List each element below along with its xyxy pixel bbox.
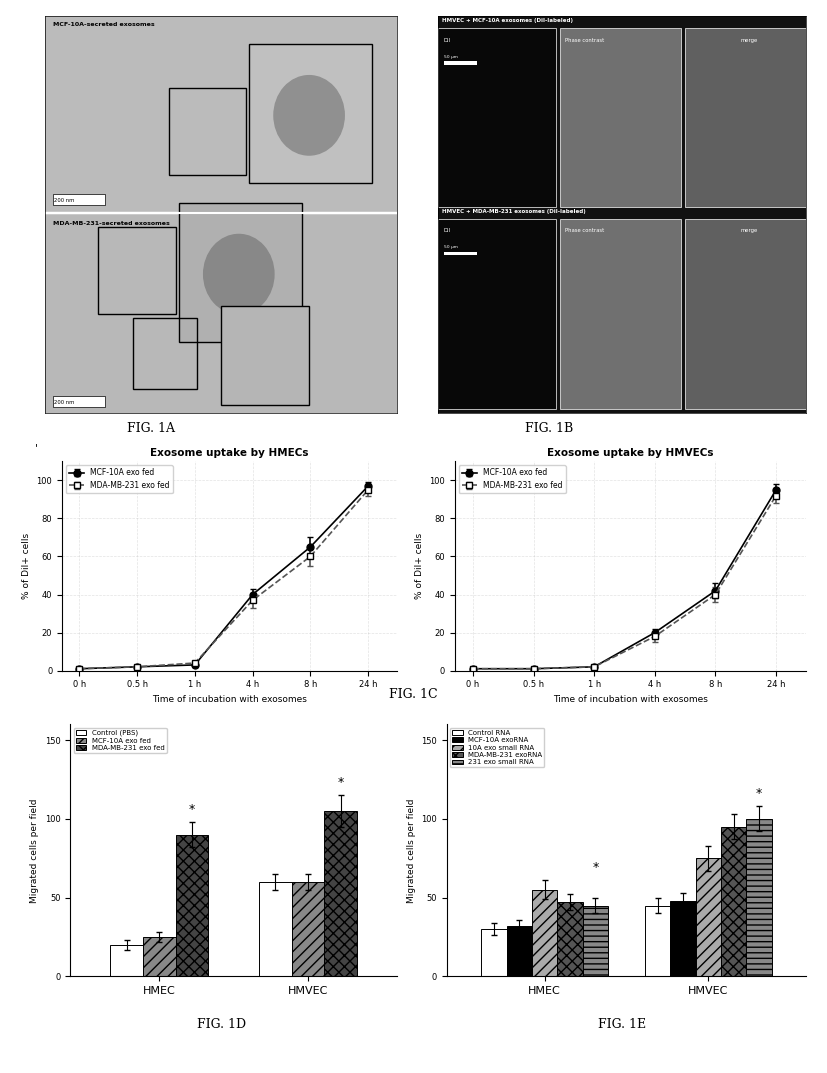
Bar [645,906,670,976]
Bar [507,926,532,976]
Bar [259,882,292,976]
Text: FIG. 1C: FIG. 1C [390,688,437,702]
Bar [746,819,772,976]
X-axis label: Time of incubation with exosomes: Time of incubation with exosomes [553,695,708,704]
Bar [560,28,681,207]
Bar [324,811,357,976]
Y-axis label: % of DiI+ cells: % of DiI+ cells [22,533,31,599]
Bar [438,219,556,409]
Text: MDA-MB-231-secreted exosomes: MDA-MB-231-secreted exosomes [53,221,170,225]
X-axis label: Time of incubation with exosomes: Time of incubation with exosomes [152,695,307,704]
Bar [444,252,477,255]
Bar [222,306,309,406]
Legend: MCF-10A exo fed, MDA-MB-231 exo fed: MCF-10A exo fed, MDA-MB-231 exo fed [459,466,566,494]
Text: FIG. 1E: FIG. 1E [598,1018,647,1031]
Bar [45,215,397,413]
Bar [250,44,372,182]
Text: DiI: DiI [444,38,451,43]
Bar [110,945,143,976]
Legend: Control RNA, MCF-10A exoRNA, 10A exo small RNA, MDA-MB-231 exoRNA, 231 exo small: Control RNA, MCF-10A exoRNA, 10A exo sma… [450,727,544,767]
Bar [685,219,806,409]
Text: *: * [592,861,599,874]
Bar [583,906,608,976]
Text: merge: merge [740,38,758,43]
Bar [53,396,105,407]
Text: 200 nm: 200 nm [55,400,74,406]
Legend: Control (PBS), MCF-10A exo fed, MDA-MB-231 exo fed: Control (PBS), MCF-10A exo fed, MDA-MB-2… [74,727,167,753]
Text: HMVEC + MCF-10A exosomes (DiI-labeled): HMVEC + MCF-10A exosomes (DiI-labeled) [442,18,573,23]
Circle shape [203,235,274,314]
Bar [481,929,507,976]
Text: ': ' [36,443,38,453]
Bar [438,28,556,207]
Bar [143,937,175,976]
Text: FIG. 1A: FIG. 1A [127,422,175,435]
Bar [670,900,696,976]
Bar [685,28,806,207]
Title: Exosome uptake by HMECs: Exosome uptake by HMECs [151,447,308,458]
Y-axis label: Migrated cells per field: Migrated cells per field [407,798,415,902]
Text: MCF-10A-secreted exosomes: MCF-10A-secreted exosomes [53,23,154,27]
Text: *: * [189,803,195,815]
Bar [696,858,721,976]
Legend: MCF-10A exo fed, MDA-MB-231 exo fed: MCF-10A exo fed, MDA-MB-231 exo fed [66,466,173,494]
Text: FIG. 1D: FIG. 1D [197,1018,246,1031]
Y-axis label: Migrated cells per field: Migrated cells per field [31,798,39,902]
Text: FIG. 1B: FIG. 1B [524,422,573,435]
Bar [179,203,302,341]
Text: 50 μm: 50 μm [444,246,457,249]
Bar [444,61,477,64]
Bar [53,193,105,205]
Text: merge: merge [740,229,758,234]
Text: 200 nm: 200 nm [55,197,74,203]
Y-axis label: % of DiI+ cells: % of DiI+ cells [415,533,423,599]
Bar [98,226,175,313]
Text: Phase contrast: Phase contrast [566,229,605,234]
Text: *: * [337,776,344,789]
Bar [133,318,197,389]
Text: HMVEC + MDA-MB-231 exosomes (DiI-labeled): HMVEC + MDA-MB-231 exosomes (DiI-labeled… [442,208,586,214]
Bar [560,219,681,409]
Text: 50 μm: 50 μm [444,55,457,59]
Circle shape [274,76,344,156]
Title: Exosome uptake by HMVECs: Exosome uptake by HMVECs [547,447,714,458]
Bar [175,835,208,976]
Bar [45,16,397,210]
Text: DiI: DiI [444,229,451,234]
Bar [721,826,746,976]
Bar [292,882,324,976]
Bar [532,890,557,976]
Text: *: * [756,787,762,800]
Bar [169,88,246,175]
Text: Phase contrast: Phase contrast [566,38,605,43]
Bar [557,902,583,976]
